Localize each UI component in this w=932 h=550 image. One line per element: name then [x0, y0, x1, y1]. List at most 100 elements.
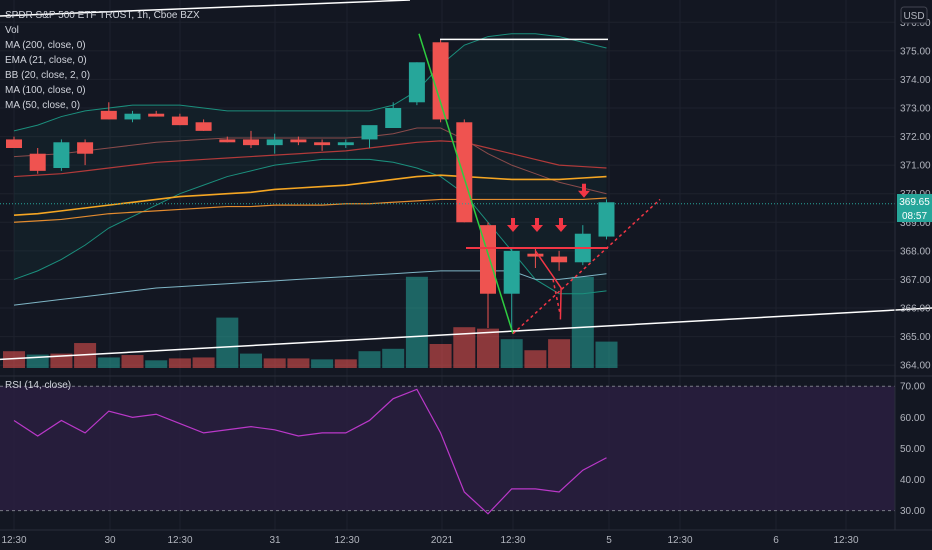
volume-bar [429, 344, 452, 368]
upper-trendline [0, 0, 411, 17]
legend-ema21[interactable]: EMA (21, close, 0) [5, 55, 87, 66]
down-arrow-3-head [555, 225, 567, 232]
down-arrow-1-shaft [511, 218, 515, 226]
time-tick-label: 12:30 [500, 535, 525, 546]
candle-body [527, 253, 544, 257]
rsi-tick-label: 40.00 [900, 475, 925, 486]
volume-bar [263, 358, 286, 368]
price-tick-label: 364.00 [900, 361, 931, 372]
bb-lower-line [13, 158, 607, 295]
legend-vol[interactable]: Vol [5, 25, 19, 36]
rsi-tick-label: 50.00 [900, 444, 925, 455]
time-tick-label: 12:30 [667, 535, 692, 546]
symbol-title[interactable]: SPDR S&P 500 ETF TRUST, 1h, Cboe BZX [5, 10, 200, 21]
volume-bar [168, 358, 191, 368]
time-tick-label: 12:30 [334, 535, 359, 546]
moving-averages [13, 127, 607, 223]
volume-bar [500, 339, 523, 368]
volume-bar [524, 350, 547, 368]
volume-bar [145, 360, 168, 368]
time-tick-label: 12:30 [833, 535, 858, 546]
ma200-line [13, 197, 607, 223]
volume-bar [97, 357, 120, 368]
rsi-tick-label: 70.00 [900, 382, 925, 393]
candle-body [243, 139, 259, 146]
down-arrow-4-shaft [582, 183, 586, 192]
volume-bar [548, 339, 571, 368]
candle-body [503, 250, 520, 294]
volume-bar [240, 353, 262, 368]
volume-bar [477, 328, 499, 368]
down-arrow-2-head [531, 225, 543, 232]
price-tick-label: 375.00 [900, 46, 931, 57]
volume-bar [358, 351, 381, 368]
currency-button[interactable] [900, 6, 928, 24]
volume-bar [74, 343, 97, 368]
down-arrow-3-shaft [559, 218, 563, 226]
price-tick-label: 368.00 [900, 246, 931, 257]
price-tick-label: 366.00 [900, 304, 931, 315]
countdown-badge [897, 208, 932, 222]
candle-body [53, 142, 70, 168]
price-tick-label: 372.00 [900, 132, 931, 143]
candle-body [171, 116, 188, 126]
candle-body [361, 125, 378, 140]
time-tick-label: 5 [606, 535, 612, 546]
candle-body [124, 113, 141, 120]
bb-fill [14, 33, 607, 294]
rsi-tick-label: 30.00 [900, 506, 925, 517]
rsi-tick-label: 60.00 [900, 413, 925, 424]
volume-bar [50, 353, 73, 368]
currency-label: USD [903, 11, 924, 22]
last-price-value: 369.65 [899, 197, 930, 208]
candle-body [290, 139, 307, 143]
candle-body [266, 139, 283, 146]
down-arrow-1-head [507, 225, 519, 232]
volume-bar [121, 355, 144, 368]
volume-bar [216, 317, 239, 368]
legend-ma200[interactable]: MA (200, close, 0) [5, 40, 86, 51]
volume-bar [405, 276, 428, 368]
time-tick-label: 12:30 [1, 535, 26, 546]
candle-body [598, 202, 615, 237]
volume-bar [382, 348, 405, 368]
countdown-value: 08:57 [902, 211, 927, 222]
candle-body [100, 110, 117, 120]
volume-bar [192, 357, 215, 368]
time-tick-label: 31 [269, 535, 281, 546]
time-tick-label: 6 [773, 535, 779, 546]
legend-ma50[interactable]: MA (50, close, 0) [5, 100, 80, 111]
legend-rsi[interactable]: RSI (14, close) [5, 380, 71, 391]
price-tick-label: 367.00 [900, 275, 931, 286]
candle-body [337, 142, 354, 146]
candle-body [456, 122, 473, 223]
candle-body [551, 256, 568, 263]
ma100-line [13, 140, 607, 178]
green-downtrend-line [418, 33, 514, 334]
time-tick-label: 12:30 [167, 535, 192, 546]
rsi-band [0, 386, 895, 511]
ma50-line [13, 174, 607, 216]
candle-body [195, 122, 212, 131]
ema21-line [13, 127, 607, 195]
legend-bb[interactable]: BB (20, close, 2, 0) [5, 70, 90, 81]
time-tick-label: 30 [104, 535, 116, 546]
candle-body [148, 113, 165, 117]
volume-bar [571, 276, 594, 368]
down-arrow-2-shaft [535, 218, 539, 226]
time-tick-label: 2021 [431, 535, 454, 546]
volume-bar [453, 327, 476, 368]
price-tick-label: 369.00 [900, 218, 931, 229]
down-arrow-4-head [578, 190, 590, 198]
volume-bar [595, 341, 618, 368]
rsi-line [13, 388, 607, 515]
price-tick-label: 373.00 [900, 104, 931, 115]
legend-ma100[interactable]: MA (100, close, 0) [5, 85, 86, 96]
drawings [0, 0, 932, 361]
candle-body [6, 139, 22, 148]
volume-bars [3, 276, 618, 368]
price-tick-label: 374.00 [900, 75, 931, 86]
